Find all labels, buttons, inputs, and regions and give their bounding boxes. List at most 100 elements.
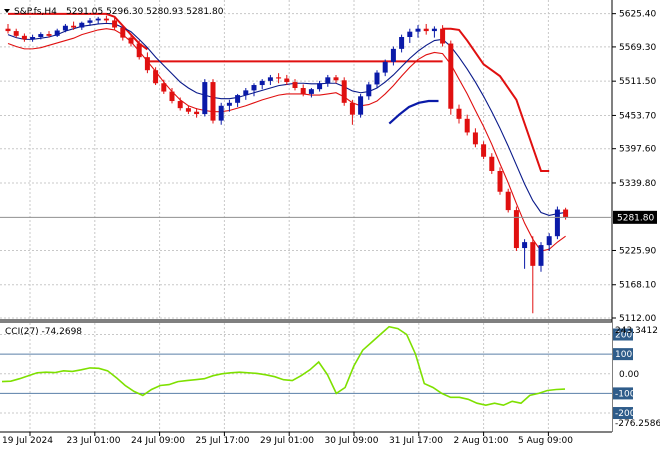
candle-body bbox=[21, 35, 27, 40]
candle-body bbox=[563, 209, 569, 218]
time-label: 25 Jul 17:00 bbox=[196, 436, 250, 446]
candle-body bbox=[185, 108, 191, 112]
cci-label: CCI(27) -74.2698 bbox=[5, 327, 82, 337]
cci-tick-label: 200 bbox=[615, 331, 632, 341]
candle-body bbox=[456, 108, 462, 119]
candle-body bbox=[267, 77, 273, 81]
resistance-segment bbox=[442, 27, 550, 172]
candle-body bbox=[300, 87, 306, 94]
candle-body bbox=[71, 25, 77, 28]
candle-body bbox=[251, 85, 257, 91]
candle-body bbox=[38, 34, 44, 38]
candle-body bbox=[284, 78, 290, 83]
candle-body bbox=[415, 28, 421, 32]
candle-body bbox=[481, 144, 487, 157]
candle-body bbox=[505, 191, 511, 211]
candle-body bbox=[423, 28, 429, 32]
cci-axis: 200 100 0.00 -100 -200 bbox=[613, 328, 639, 420]
blue-arc-line bbox=[388, 99, 439, 125]
ohlc-values: 5291.05 5296.30 5280.93 5281.80 bbox=[66, 7, 224, 17]
time-label: 24 Jul 09:00 bbox=[131, 436, 185, 446]
cci-line bbox=[1, 325, 566, 407]
candle-body bbox=[308, 89, 314, 94]
time-label: 30 Jul 09:00 bbox=[325, 436, 379, 446]
candle-body bbox=[153, 70, 159, 84]
candle-body bbox=[194, 111, 200, 115]
candle-body bbox=[317, 83, 323, 90]
candle-body bbox=[366, 84, 372, 97]
candle-body bbox=[103, 18, 109, 21]
candle-body bbox=[13, 31, 19, 36]
candle-body bbox=[358, 96, 364, 115]
candle-body bbox=[325, 77, 331, 84]
candle-body bbox=[144, 57, 150, 71]
time-label: 5 Aug 09:00 bbox=[518, 436, 573, 446]
current-price-marker: 5281.80 bbox=[0, 210, 657, 224]
candle-body bbox=[489, 156, 495, 171]
candle-body bbox=[235, 95, 241, 103]
price-tick-label: 5225.90 bbox=[619, 246, 656, 256]
chart-header: S&P.fs,H4 5291.05 5296.30 5280.93 5281.8… bbox=[4, 7, 224, 17]
price-tick-label: 5397.60 bbox=[619, 145, 656, 155]
candle-body bbox=[161, 83, 167, 92]
cci-tick-label: -200 bbox=[615, 409, 636, 419]
time-label: 31 Jul 17:00 bbox=[389, 436, 443, 446]
price-panel bbox=[0, 0, 612, 320]
candle-body bbox=[431, 28, 437, 32]
candle-body bbox=[177, 101, 183, 109]
cci-max-label: 243.3412 bbox=[615, 326, 658, 336]
candle-body bbox=[112, 20, 118, 28]
candle-body bbox=[79, 22, 85, 28]
candle-body bbox=[128, 37, 134, 44]
candles bbox=[5, 15, 569, 314]
candle-body bbox=[513, 210, 519, 249]
candle-body bbox=[259, 80, 265, 86]
candle-body bbox=[226, 102, 232, 106]
candle-body bbox=[464, 118, 470, 133]
candle-body bbox=[472, 132, 478, 145]
time-label: 19 Jul 2024 bbox=[2, 436, 53, 446]
candle-body bbox=[374, 72, 380, 85]
candle-body bbox=[333, 77, 339, 81]
symbol-info: S&P.fs,H4 bbox=[14, 7, 57, 17]
candle-body bbox=[448, 43, 454, 109]
cci-level-box bbox=[613, 328, 633, 341]
candle-body bbox=[546, 236, 552, 246]
candle-body bbox=[522, 242, 528, 249]
triangle-down-icon[interactable] bbox=[4, 9, 10, 13]
candle-body bbox=[349, 102, 355, 115]
cci-level-box bbox=[613, 407, 633, 420]
candle-body bbox=[276, 77, 282, 79]
candle-body bbox=[87, 20, 93, 23]
candle-body bbox=[554, 209, 560, 237]
cci-tick-label: 100 bbox=[615, 350, 632, 360]
candle-body bbox=[202, 82, 208, 115]
price-tick-label: 5112.00 bbox=[619, 314, 656, 324]
candle-body bbox=[95, 18, 101, 21]
ma-red-line bbox=[7, 28, 566, 252]
candle-body bbox=[120, 27, 126, 38]
candle-body bbox=[399, 37, 405, 49]
time-label: 23 Jul 01:00 bbox=[67, 436, 121, 446]
cci-min-label: -276.2586 bbox=[615, 419, 660, 429]
candle-body bbox=[169, 91, 175, 102]
candle-body bbox=[497, 170, 503, 192]
cci-level-box bbox=[613, 387, 633, 400]
candle-body bbox=[390, 48, 396, 62]
candle-body bbox=[538, 245, 544, 266]
candle-body bbox=[136, 43, 142, 58]
candle-body bbox=[407, 31, 413, 38]
candle-body bbox=[54, 30, 60, 36]
price-tick-label: 5453.70 bbox=[619, 111, 656, 121]
candle-body bbox=[440, 28, 446, 44]
price-grid bbox=[0, 0, 612, 320]
candle-body bbox=[382, 61, 388, 73]
cci-level-box bbox=[613, 348, 633, 361]
current-price-box bbox=[613, 210, 657, 224]
time-label: 2 Aug 01:00 bbox=[454, 436, 509, 446]
current-price-label: 5281.80 bbox=[617, 213, 654, 223]
candle-body bbox=[5, 28, 11, 32]
candle-body bbox=[243, 90, 249, 96]
price-tick-label: 5569.30 bbox=[619, 43, 656, 53]
